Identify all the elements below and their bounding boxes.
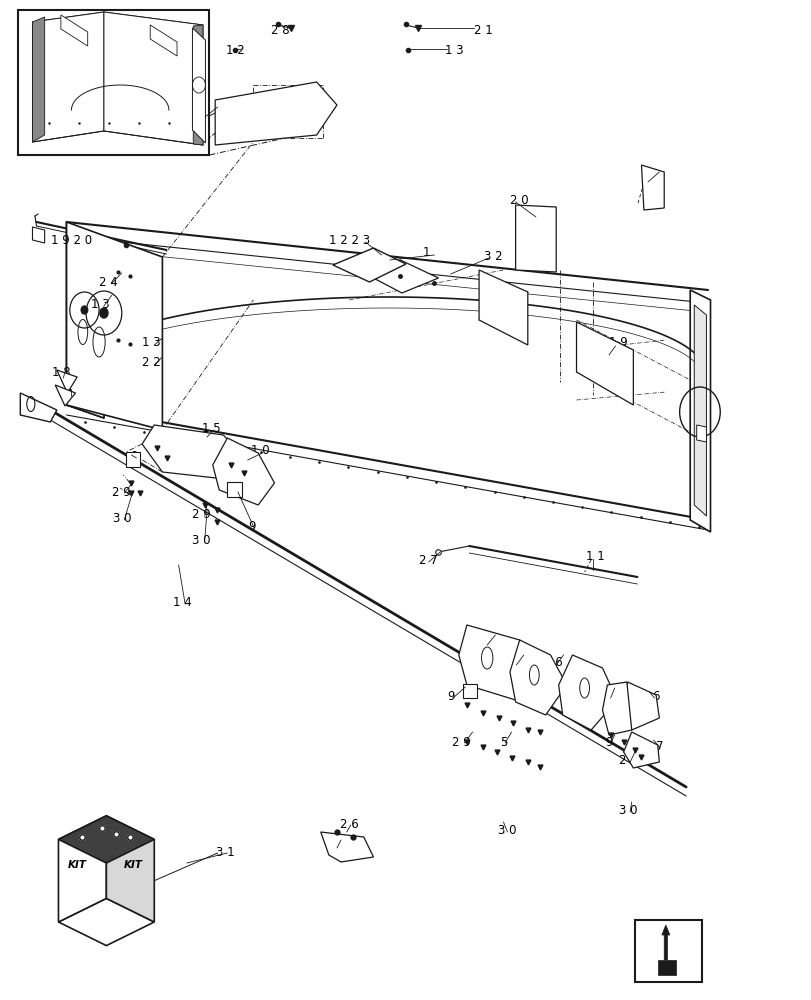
Polygon shape	[192, 28, 205, 143]
Circle shape	[81, 306, 88, 314]
Polygon shape	[623, 732, 659, 768]
Text: 9: 9	[130, 450, 138, 464]
Polygon shape	[641, 165, 663, 210]
Polygon shape	[509, 640, 566, 715]
Text: KIT: KIT	[123, 860, 143, 870]
Polygon shape	[193, 25, 203, 145]
Text: 2 6: 2 6	[339, 818, 358, 832]
Polygon shape	[478, 270, 527, 345]
Polygon shape	[67, 222, 104, 418]
Bar	[18, 10, 208, 155]
Polygon shape	[32, 17, 45, 142]
Text: 1 9: 1 9	[608, 336, 628, 350]
Text: 1 8: 1 8	[52, 365, 70, 378]
Text: 2: 2	[645, 174, 653, 186]
Text: 1 9 2 0: 1 9 2 0	[51, 233, 92, 246]
Polygon shape	[620, 682, 659, 730]
Text: 1 0: 1 0	[505, 656, 523, 670]
Polygon shape	[602, 682, 631, 735]
Polygon shape	[20, 393, 57, 422]
Polygon shape	[696, 425, 706, 442]
Text: 2 5: 2 5	[480, 637, 498, 650]
Text: 3 0: 3 0	[498, 824, 516, 836]
Polygon shape	[32, 227, 45, 243]
Text: 9: 9	[604, 736, 612, 748]
Polygon shape	[58, 816, 106, 922]
Polygon shape	[693, 305, 706, 516]
Text: 2 4: 2 4	[99, 275, 118, 288]
Polygon shape	[363, 260, 438, 293]
Polygon shape	[142, 425, 251, 482]
Text: 1 2 2 3: 1 2 2 3	[328, 233, 369, 246]
Bar	[634, 920, 701, 982]
Text: 2 1: 2 1	[473, 23, 492, 36]
Polygon shape	[215, 82, 337, 145]
Text: 6: 6	[651, 690, 659, 704]
Text: 1 1: 1 1	[585, 550, 604, 564]
Text: 1 0: 1 0	[251, 444, 268, 458]
Text: 2 9: 2 9	[618, 754, 637, 766]
Text: 3 1: 3 1	[217, 846, 234, 858]
Text: 1 3: 1 3	[142, 336, 160, 349]
Text: 2 9: 2 9	[112, 486, 131, 498]
Text: 1 4: 1 4	[173, 595, 192, 608]
Text: 1 3: 1 3	[445, 43, 463, 56]
Polygon shape	[106, 816, 154, 922]
Text: 1 5: 1 5	[202, 422, 220, 434]
Polygon shape	[227, 482, 242, 497]
Text: 3: 3	[195, 111, 203, 124]
Polygon shape	[212, 438, 274, 505]
Text: 3 0: 3 0	[619, 804, 637, 816]
Text: 2 7: 2 7	[418, 554, 437, 566]
Polygon shape	[58, 898, 154, 946]
Polygon shape	[333, 248, 406, 282]
Circle shape	[100, 308, 108, 318]
Polygon shape	[661, 925, 669, 960]
Text: 1 7: 1 7	[325, 840, 345, 854]
Text: 5: 5	[499, 736, 507, 748]
Polygon shape	[67, 222, 162, 430]
Text: 7: 7	[655, 740, 663, 754]
Polygon shape	[558, 655, 616, 730]
Polygon shape	[320, 832, 373, 862]
Polygon shape	[515, 205, 556, 272]
Polygon shape	[657, 960, 676, 975]
Polygon shape	[689, 290, 710, 532]
Polygon shape	[57, 370, 77, 393]
Polygon shape	[126, 452, 139, 467]
Text: 1 3: 1 3	[92, 298, 109, 312]
Text: 9: 9	[247, 520, 255, 532]
Text: 3 0: 3 0	[192, 534, 210, 546]
Text: 2 0: 2 0	[510, 194, 528, 207]
Polygon shape	[576, 322, 633, 405]
Text: 1: 1	[422, 245, 430, 258]
Text: 2 2: 2 2	[141, 356, 161, 368]
Polygon shape	[55, 385, 75, 406]
Text: 1 6: 1 6	[543, 656, 563, 670]
Text: 2 9: 2 9	[451, 736, 470, 748]
Polygon shape	[58, 816, 154, 863]
Text: 3 2: 3 2	[483, 250, 501, 263]
Text: 9: 9	[446, 690, 454, 704]
Polygon shape	[458, 625, 535, 700]
Polygon shape	[61, 15, 88, 46]
Polygon shape	[32, 12, 104, 142]
Text: 3 0: 3 0	[113, 512, 131, 524]
Text: 2 9: 2 9	[191, 508, 211, 522]
Polygon shape	[32, 12, 203, 35]
Text: 1 2: 1 2	[225, 43, 245, 56]
Text: KIT: KIT	[68, 860, 87, 870]
Text: 2 8: 2 8	[271, 23, 289, 36]
Polygon shape	[104, 12, 203, 145]
Text: 8: 8	[604, 690, 612, 704]
Text: 4: 4	[65, 387, 73, 400]
Polygon shape	[150, 25, 177, 56]
Polygon shape	[462, 684, 476, 698]
